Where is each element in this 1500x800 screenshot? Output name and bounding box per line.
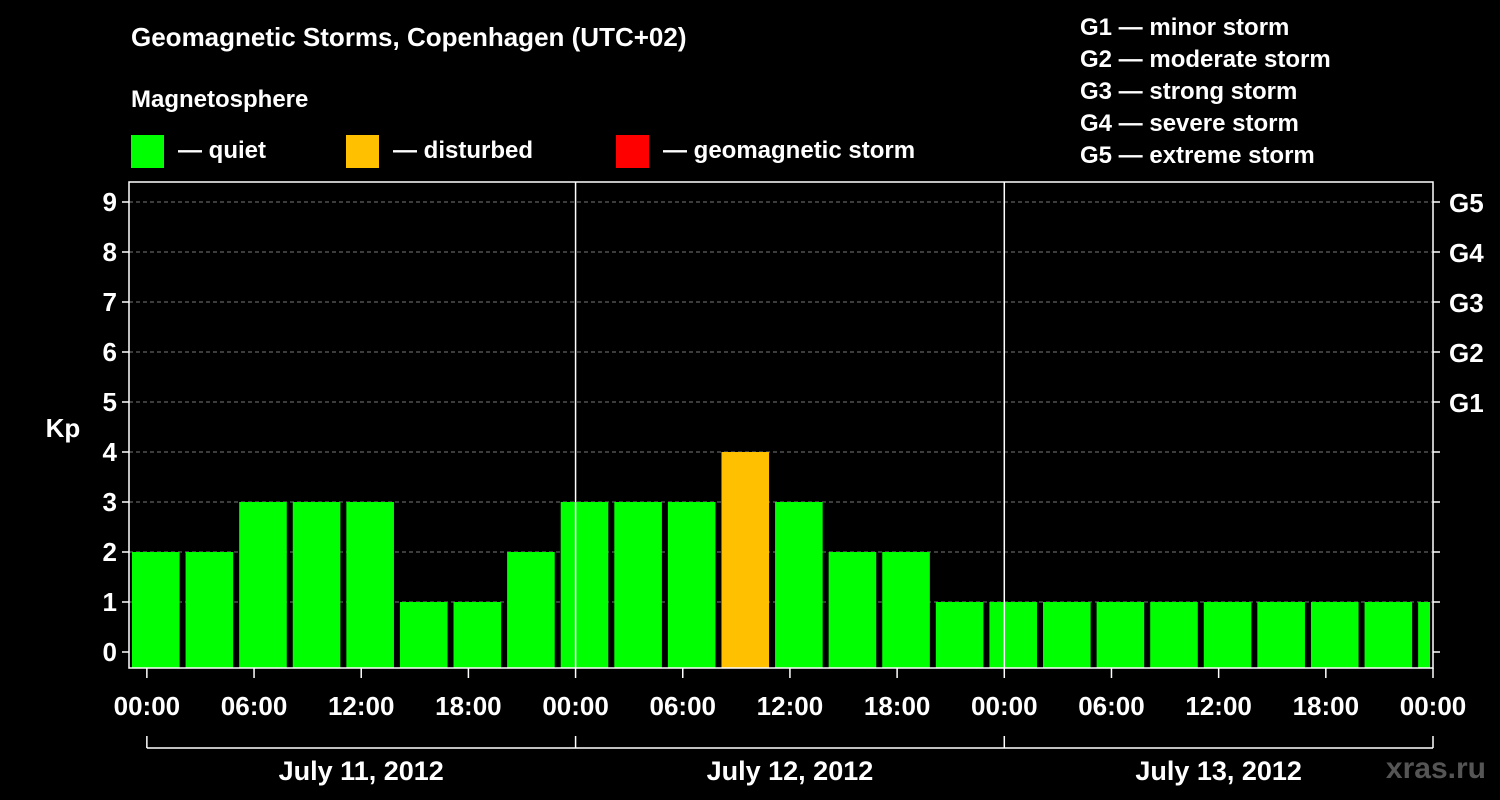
y-tick-label: 2 [103, 537, 117, 567]
y-tick-label: 4 [103, 437, 118, 467]
legend-disturbed-label: — disturbed [393, 137, 534, 164]
g1-legend-text: G1 — minor storm [1080, 14, 1290, 41]
kp-bar [132, 552, 180, 668]
g-scale-label: G1 [1449, 388, 1484, 418]
kp-bar [346, 502, 394, 668]
day-label: July 12, 2012 [707, 756, 874, 786]
x-tick-label: 18:00 [864, 691, 931, 721]
kp-bar [185, 552, 234, 668]
x-tick-label: 06:00 [221, 691, 288, 721]
x-tick-label: 00:00 [542, 691, 609, 721]
kp-bar [1257, 602, 1305, 668]
kp-bar [399, 602, 448, 668]
plot-frame [128, 181, 1434, 669]
kp-bar [1203, 602, 1252, 668]
kp-bar [721, 452, 770, 668]
day-label: July 13, 2012 [1135, 756, 1302, 786]
kp-bar [882, 552, 930, 668]
legend-disturbed-swatch [346, 134, 379, 168]
watermark: xras.ru [1385, 752, 1486, 785]
kp-bar [1310, 602, 1359, 668]
y-tick-label: 8 [103, 237, 117, 267]
g-scale-legend: G1 — minor storm G2 — moderate storm G3 … [1080, 12, 1331, 172]
y-tick-label: 9 [103, 187, 117, 217]
kp-bar [614, 502, 662, 668]
kp-bar [560, 502, 609, 668]
y-tick-label: 1 [103, 587, 117, 617]
legend-storm-label: — geomagnetic storm [663, 137, 916, 164]
y-tick-label: 3 [103, 487, 117, 517]
kp-bar [507, 552, 555, 668]
kp-bar [1418, 602, 1430, 668]
kp-bar [453, 602, 502, 668]
x-tick-label: 06:00 [650, 691, 717, 721]
kp-bar [989, 602, 1038, 668]
g2-legend-text: G2 — moderate storm [1080, 46, 1331, 73]
y-tick-label: 0 [103, 637, 117, 667]
g5-legend-text: G5 — extreme storm [1080, 142, 1315, 169]
g-scale-label: G3 [1449, 288, 1484, 318]
day-label: July 11, 2012 [279, 756, 444, 786]
legend-storm-swatch [616, 134, 649, 168]
x-tick-label: 12:00 [1185, 691, 1252, 721]
kp-bar [1364, 602, 1413, 668]
x-tick-label: 00:00 [971, 691, 1038, 721]
x-tick-label: 12:00 [328, 691, 395, 721]
legend-quiet: — quiet [131, 134, 266, 168]
magnetosphere-subtitle: Magnetosphere [131, 86, 309, 113]
x-tick-label: 00:00 [1400, 691, 1467, 721]
g4-legend-text: G4 — severe storm [1080, 110, 1299, 137]
y-tick-label: 6 [103, 337, 117, 367]
g-scale-label: G2 [1449, 338, 1484, 368]
y-axis-label: Kp [46, 413, 81, 443]
x-tick-label: 06:00 [1078, 691, 1145, 721]
y-tick-label: 5 [103, 387, 117, 417]
kp-bar [239, 502, 287, 668]
kp-bar [828, 552, 877, 668]
g3-legend-text: G3 — strong storm [1080, 78, 1298, 105]
x-tick-label: 18:00 [435, 691, 502, 721]
x-tick-label: 00:00 [114, 691, 181, 721]
g-scale-label: G5 [1449, 188, 1484, 218]
kp-bar [1150, 602, 1198, 668]
chart-title: Geomagnetic Storms, Copenhagen (UTC+02) [131, 22, 687, 52]
kp-bar [292, 502, 341, 668]
g-scale-label: G4 [1449, 238, 1484, 268]
legend-storm: — geomagnetic storm [616, 134, 915, 168]
legend-quiet-swatch [131, 134, 164, 168]
kp-bar [1043, 602, 1091, 668]
legend-disturbed: — disturbed [346, 134, 533, 168]
kp-bar [775, 502, 823, 668]
kp-bar [1096, 602, 1145, 668]
kp-bar [935, 602, 984, 668]
legend-quiet-label: — quiet [178, 137, 266, 164]
y-tick-label: 7 [103, 287, 117, 317]
x-tick-label: 12:00 [757, 691, 824, 721]
kp-bar [667, 502, 716, 668]
x-tick-label: 18:00 [1293, 691, 1360, 721]
